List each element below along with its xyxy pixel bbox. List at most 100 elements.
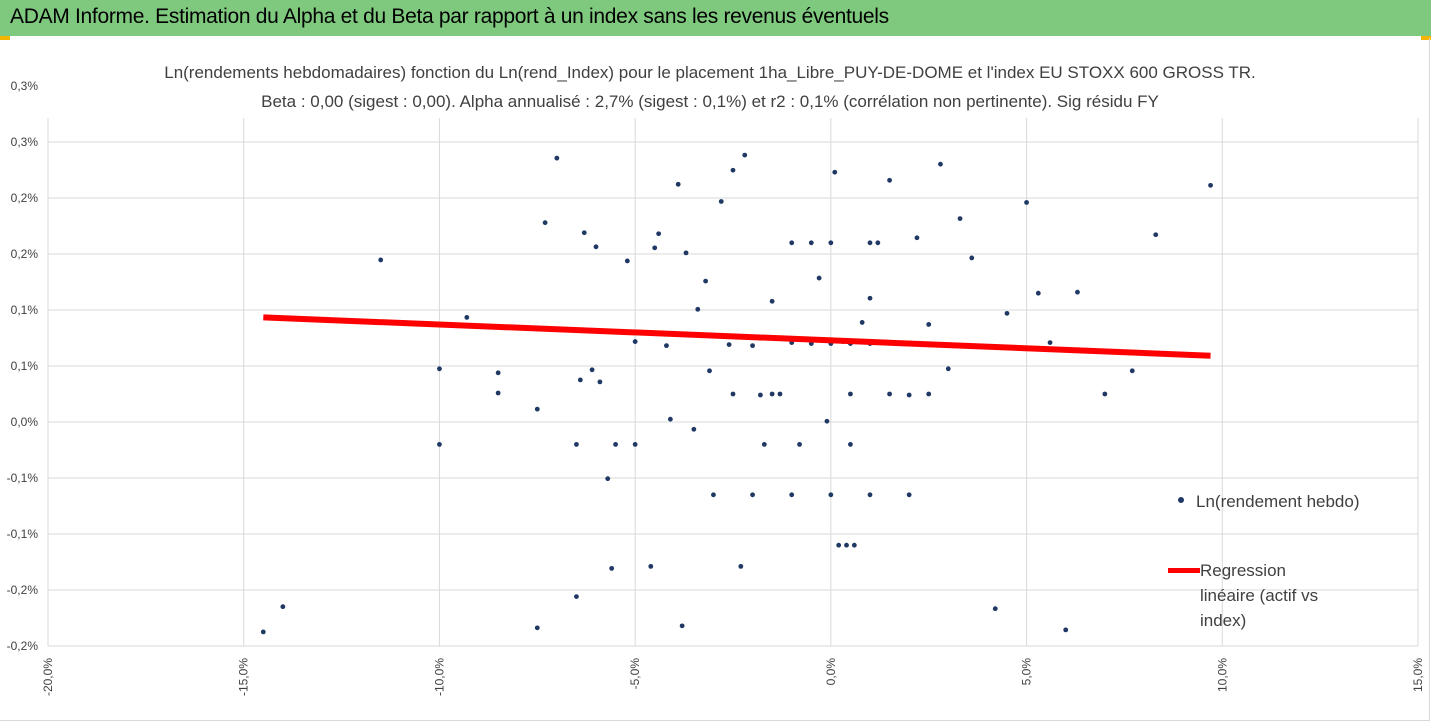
x-tick-label: 15,0%: [1411, 658, 1425, 692]
data-point: [667, 416, 673, 422]
data-point: [914, 235, 920, 241]
data-point: [730, 167, 736, 173]
y-tick-label: 0,3%: [11, 79, 39, 93]
x-tick-label: -10,0%: [432, 658, 446, 696]
data-point: [675, 181, 681, 187]
data-point: [703, 278, 708, 284]
data-point: [769, 391, 775, 397]
data-point: [691, 426, 697, 432]
data-point: [632, 442, 638, 447]
y-tick-label: 0,3%: [11, 135, 39, 149]
data-point: [1075, 289, 1080, 295]
legend-marker-dot: [1178, 496, 1184, 503]
data-point: [738, 563, 744, 569]
data-point: [609, 565, 615, 571]
x-tick-label: -5,0%: [628, 658, 642, 690]
page-title: ADAM Informe. Estimation du Alpha et du …: [10, 5, 889, 28]
data-point: [777, 391, 783, 397]
regression-line: [263, 314, 1211, 359]
data-point: [797, 442, 802, 447]
data-point: [495, 390, 501, 396]
data-point: [554, 155, 560, 161]
data-point: [1153, 232, 1159, 238]
data-point: [1004, 310, 1010, 316]
banner-corner-left: [0, 36, 10, 40]
chart-title: Ln(rendements hebdomadaires) fonction du…: [164, 63, 1256, 82]
chart-subtitle: Beta : 0,00 (sigest : 0,00). Alpha annua…: [261, 92, 1159, 111]
legend-item-line: Regression linéaire (actif vs index): [1168, 558, 1330, 633]
data-point: [844, 542, 849, 548]
data-point: [656, 231, 662, 237]
legend-label-points: Ln(rendement hebdo): [1196, 492, 1360, 511]
data-point: [632, 339, 638, 344]
y-tick-label: 0,1%: [11, 303, 39, 317]
data-point: [828, 240, 834, 246]
data-point: [577, 377, 583, 383]
y-tick-label: 0,1%: [11, 359, 39, 373]
data-point: [867, 240, 873, 246]
regression-line-layer: [263, 314, 1211, 359]
data-point: [1024, 200, 1029, 205]
data-point: [718, 199, 724, 204]
y-tick-label: 0,2%: [11, 247, 39, 261]
data-point: [683, 250, 689, 256]
data-point: [769, 298, 775, 304]
legend-marker-line: [1168, 568, 1200, 573]
data-point: [761, 442, 767, 447]
data-point: [832, 169, 838, 175]
data-point: [464, 314, 470, 320]
data-point: [957, 216, 963, 222]
data-point: [758, 392, 763, 398]
data-point: [574, 442, 579, 447]
data-point: [574, 594, 579, 600]
data-point: [938, 161, 943, 167]
data-point: [648, 563, 654, 569]
data-point: [1035, 290, 1041, 296]
legend-label-line: Regression linéaire (actif vs index): [1200, 561, 1319, 630]
data-point: [597, 379, 603, 385]
data-point: [906, 492, 912, 498]
data-point: [887, 177, 892, 183]
data-point: [992, 606, 998, 612]
data-point: [945, 366, 951, 372]
data-point: [679, 623, 685, 629]
data-point: [816, 275, 822, 281]
y-tick-label: 0,2%: [11, 191, 39, 205]
data-point: [542, 220, 548, 226]
data-point: [789, 240, 795, 246]
data-point: [789, 492, 795, 498]
data-point: [711, 492, 716, 498]
banner-corner-right: [1421, 36, 1431, 40]
data-point: [851, 542, 857, 548]
data-point: [1102, 391, 1108, 397]
data-point: [1208, 182, 1213, 188]
data-point: [495, 370, 501, 376]
data-point: [848, 391, 853, 397]
x-tick-label: 5,0%: [1020, 658, 1034, 686]
x-tick-label: 10,0%: [1215, 658, 1229, 692]
axis-tick-labels: -20,0% -15,0% -10,0% -5,0% 0,0% 5,0% 10,0% 15,0…: [7, 79, 1425, 696]
data-point: [280, 604, 286, 610]
header-banner: ADAM Informe. Estimation du Alpha et du …: [0, 0, 1431, 36]
chart-frame: [0, 38, 1430, 721]
data-point: [750, 492, 755, 498]
data-point: [581, 230, 587, 236]
y-tick-label: -0,1%: [7, 471, 39, 485]
data-point: [378, 257, 384, 263]
y-tick-label: -0,1%: [7, 527, 39, 541]
data-point: [848, 442, 853, 447]
data-point: [593, 244, 599, 250]
data-point: [824, 418, 830, 424]
data-point: [534, 406, 540, 412]
data-point: [859, 320, 865, 325]
data-point: [437, 442, 442, 447]
scatter-points: [260, 152, 1213, 635]
data-point: [437, 366, 442, 372]
x-tick-label: 0,0%: [824, 658, 838, 686]
data-point: [707, 368, 712, 374]
grid-lines: [47, 118, 1419, 647]
data-point: [1063, 627, 1069, 633]
data-point: [613, 442, 618, 447]
data-point: [605, 476, 611, 482]
